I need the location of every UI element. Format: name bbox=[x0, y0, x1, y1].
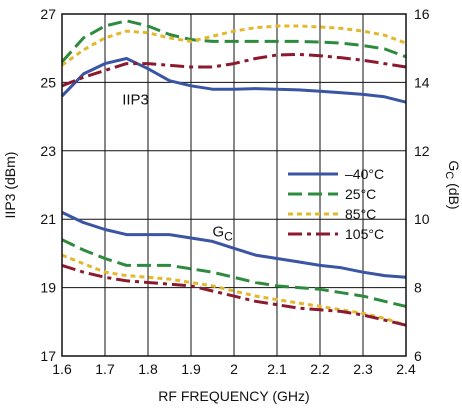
x-tick-label: 1.7 bbox=[95, 361, 115, 377]
y-tick-label: 27 bbox=[40, 6, 56, 22]
y-tick-label: 23 bbox=[40, 143, 56, 159]
y2-tick-label: 16 bbox=[414, 6, 430, 22]
series-line-gc bbox=[61, 238, 407, 308]
legend: –40°C 25°C 85°C 105°C bbox=[288, 166, 384, 242]
x-tick-label: 2.1 bbox=[267, 361, 287, 377]
x-tick-label: 1.9 bbox=[181, 361, 201, 377]
y2-tick-label: 6 bbox=[414, 348, 422, 364]
y2-tick-label: 10 bbox=[414, 211, 430, 227]
series-lines bbox=[60, 19, 407, 327]
x-tick-label: 2.3 bbox=[353, 361, 373, 377]
x-tick-label: 2.2 bbox=[310, 361, 330, 377]
y2-tick-label: 14 bbox=[414, 74, 430, 90]
legend-label: 85°C bbox=[345, 206, 376, 222]
series-line-gc bbox=[61, 211, 407, 279]
legend-label: 25°C bbox=[345, 186, 376, 202]
x-axis-title: RF FREQUENCY (GHz) bbox=[158, 388, 309, 404]
plot-frame bbox=[61, 13, 407, 357]
annotation-gc-main: G bbox=[213, 223, 225, 240]
series-line-iip3 bbox=[60, 19, 407, 63]
series-line-iip3 bbox=[61, 52, 407, 88]
x-tick-label: 2 bbox=[230, 361, 238, 377]
y2-axis-title: GC (dB) bbox=[443, 160, 462, 209]
annotation-gc: GC bbox=[213, 223, 234, 243]
tick-labels: 1.6 1.7 1.8 1.9 2 2.1 2.2 2.3 2.4 17 19 21 23 25 27 6 8 1… bbox=[40, 6, 429, 377]
y-tick-label: 19 bbox=[40, 280, 56, 296]
y-tick-label: 17 bbox=[40, 348, 56, 364]
series-line-iip3 bbox=[60, 57, 407, 104]
y2-tick-label: 8 bbox=[414, 280, 422, 296]
y2-axis-title-sub: C bbox=[443, 171, 455, 179]
series-line-iip3 bbox=[61, 24, 407, 67]
x-tick-label: 1.6 bbox=[52, 361, 72, 377]
y2-axis-title-unit: (dB) bbox=[446, 179, 462, 209]
series-line-gc bbox=[61, 263, 407, 327]
grid bbox=[61, 13, 407, 357]
y-tick-label: 21 bbox=[40, 211, 56, 227]
x-tick-label: 1.8 bbox=[138, 361, 158, 377]
annotation-gc-sub: C bbox=[224, 229, 233, 243]
y-axis-title: IIP3 (dBm) bbox=[2, 152, 18, 219]
y2-tick-label: 12 bbox=[414, 143, 430, 159]
y2-axis-title-main: G bbox=[446, 160, 462, 171]
y-tick-label: 25 bbox=[40, 74, 56, 90]
x-tick-label: 2.4 bbox=[396, 361, 416, 377]
legend-label: 105°C bbox=[345, 226, 384, 242]
legend-label: –40°C bbox=[345, 166, 384, 182]
annotation-iip3: IIP3 bbox=[122, 92, 149, 109]
